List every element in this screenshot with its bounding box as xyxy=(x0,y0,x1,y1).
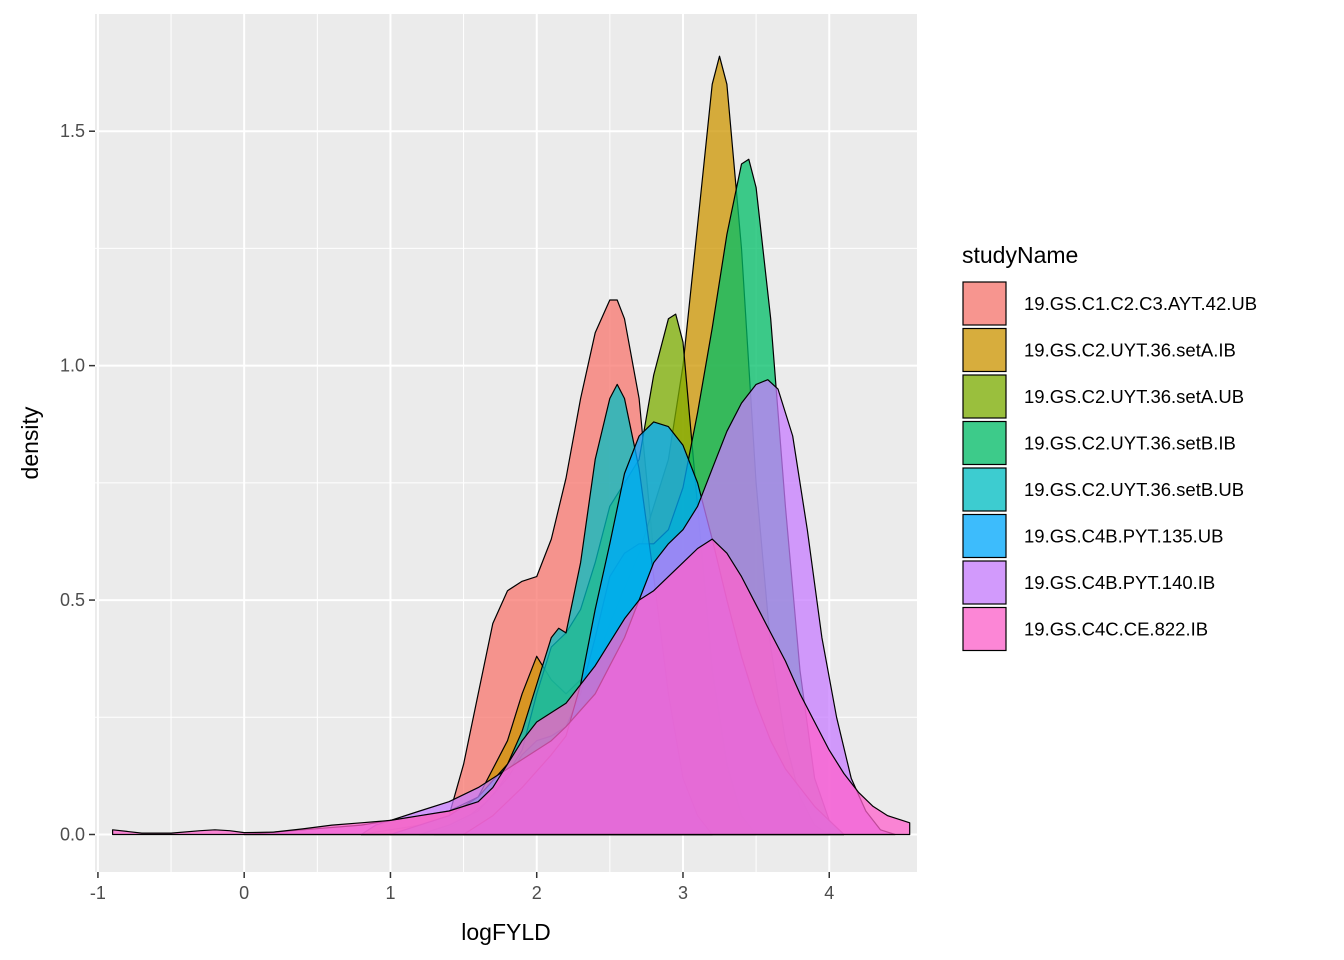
legend-swatch xyxy=(962,560,1007,605)
y-tick-label: 1.0 xyxy=(60,356,85,376)
legend-title: studyName xyxy=(962,242,1078,268)
x-tick-label: 3 xyxy=(678,883,688,903)
legend-swatch xyxy=(962,327,1007,373)
legend-swatch xyxy=(962,420,1007,466)
legend-label: 19.GS.C2.UYT.36.setA.IB xyxy=(1024,340,1236,361)
y-tick-label: 0.0 xyxy=(60,824,85,844)
legend-swatch xyxy=(962,374,1007,419)
legend-label: 19.GS.C4B.PYT.140.IB xyxy=(1024,572,1215,593)
x-tick-label: 4 xyxy=(824,883,834,903)
legend-label: 19.GS.C2.UYT.36.setA.UB xyxy=(1024,386,1244,407)
legend-items: 19.GS.C1.C2.C3.AYT.42.UB 19.GS.C2.UYT.36.… xyxy=(962,281,1257,652)
density-area xyxy=(112,538,911,836)
axis-ticks: -1 0 1 2 3 4 0.0 0.5 1.0 1.5 xyxy=(60,121,834,903)
y-tick-label: 1.5 xyxy=(60,121,85,141)
legend-swatch xyxy=(962,513,1007,559)
y-axis-title: density xyxy=(17,406,43,479)
legend-label: 19.GS.C2.UYT.36.setB.UB xyxy=(1024,479,1244,500)
x-tick-label: 2 xyxy=(532,883,542,903)
legend-swatch xyxy=(962,281,1007,326)
x-tick-label: -1 xyxy=(90,883,106,903)
x-tick-label: 0 xyxy=(239,883,249,903)
x-axis-title: logFYLD xyxy=(461,919,550,945)
legend-swatch xyxy=(962,606,1007,652)
legend-label: 19.GS.C4C.CE.822.IB xyxy=(1024,619,1208,640)
legend-label: 19.GS.C2.UYT.36.setB.IB xyxy=(1024,433,1236,454)
legend-swatch xyxy=(962,467,1007,512)
density-series xyxy=(112,55,911,836)
x-tick-label: 1 xyxy=(385,883,395,903)
legend-label: 19.GS.C4B.PYT.135.UB xyxy=(1024,526,1224,547)
y-tick-label: 0.5 xyxy=(60,590,85,610)
legend-label: 19.GS.C1.C2.C3.AYT.42.UB xyxy=(1024,293,1257,314)
legend: studyName 19.GS.C1.C2.C3.AYT.42.UB19.GS.… xyxy=(962,242,1257,652)
